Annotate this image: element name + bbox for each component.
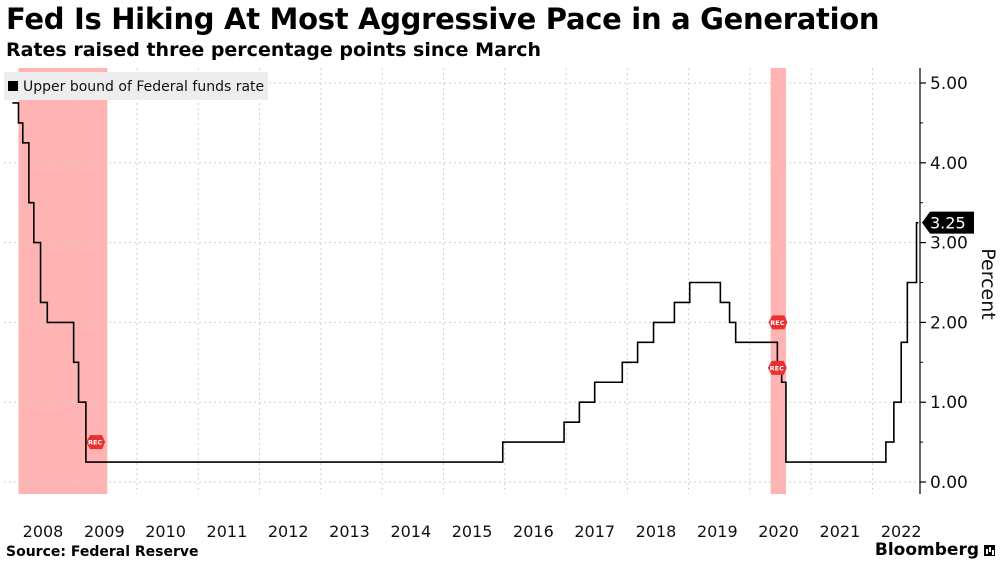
rec-marker-shape — [768, 315, 788, 330]
series-line-0 — [12, 102, 919, 463]
rec-marker-1: REC — [768, 315, 788, 330]
bloomberg-mark-icon — [984, 544, 995, 556]
x-tick-label-4: 2012 — [268, 522, 309, 541]
x-tick-label-7: 2015 — [452, 522, 493, 541]
x-tick-label-12: 2020 — [758, 522, 799, 541]
last-value-badge — [922, 211, 974, 234]
legend-background — [4, 72, 268, 100]
x-axis: 2008 2009 2010 2011 2012 2013 2014 2015 2016 2017… — [23, 522, 922, 541]
x-tick-label-3: 2011 — [207, 522, 248, 541]
rec-markers: REC REC REC — [86, 315, 788, 450]
rec-marker-2: REC — [767, 360, 787, 375]
rec-marker-label: REC — [88, 439, 102, 447]
y-tick-label-5: 5.00 — [930, 74, 968, 94]
rec-marker-shape — [86, 435, 106, 450]
brand-name: Bloomberg — [874, 540, 979, 560]
rec-marker-label: REC — [770, 319, 784, 327]
last-value-callout: 3.25 — [922, 211, 974, 234]
legend-swatch — [8, 81, 18, 91]
x-tick-label-11: 2019 — [697, 522, 738, 541]
x-tick-label-1: 2009 — [84, 522, 125, 541]
x-tick-label-6: 2014 — [390, 522, 431, 541]
x-tick-label-8: 2016 — [513, 522, 554, 541]
y-tick-label-2: 2.00 — [930, 313, 968, 333]
rec-marker-0: REC — [86, 435, 106, 450]
x-tick-label-13: 2021 — [820, 522, 861, 541]
legend-label: Upper bound of Federal funds rate — [23, 79, 264, 95]
x-tick-label-0: 2008 — [23, 522, 64, 541]
x-tick-label-5: 2013 — [329, 522, 370, 541]
y-tick-label-3: 3.00 — [930, 234, 968, 254]
y-axis: 0.00 1.00 2.00 3.00 4.00 5.00 — [919, 68, 968, 494]
y-axis-label: Percent — [977, 248, 999, 320]
series-layer — [12, 102, 919, 463]
bloomberg-logo: Bloomberg — [875, 540, 995, 560]
rec-marker-label: REC — [770, 364, 784, 372]
y-tick-label-4: 4.00 — [930, 154, 968, 174]
recession-band-0 — [18, 68, 108, 494]
y-tick-label-1: 1.00 — [930, 393, 968, 413]
recession-band-1 — [770, 68, 786, 494]
gridlines — [4, 68, 920, 494]
x-tick-label-10: 2018 — [636, 522, 677, 541]
chart-title: Fed Is Hiking At Most Aggressive Pace in… — [6, 2, 880, 36]
recession-bands — [18, 68, 786, 494]
chart-subtitle: Rates raised three percentage points sin… — [6, 39, 542, 61]
rec-marker-shape — [767, 360, 787, 375]
y-tick-label-0: 0.00 — [930, 473, 968, 493]
x-tick-label-9: 2017 — [574, 522, 615, 541]
x-tick-label-14: 2022 — [881, 522, 922, 541]
last-value-text: 3.25 — [930, 214, 966, 233]
x-tick-label-2: 2010 — [145, 522, 186, 541]
legend: Upper bound of Federal funds rate — [4, 72, 268, 100]
source-note: Source: Federal Reserve — [6, 544, 199, 560]
